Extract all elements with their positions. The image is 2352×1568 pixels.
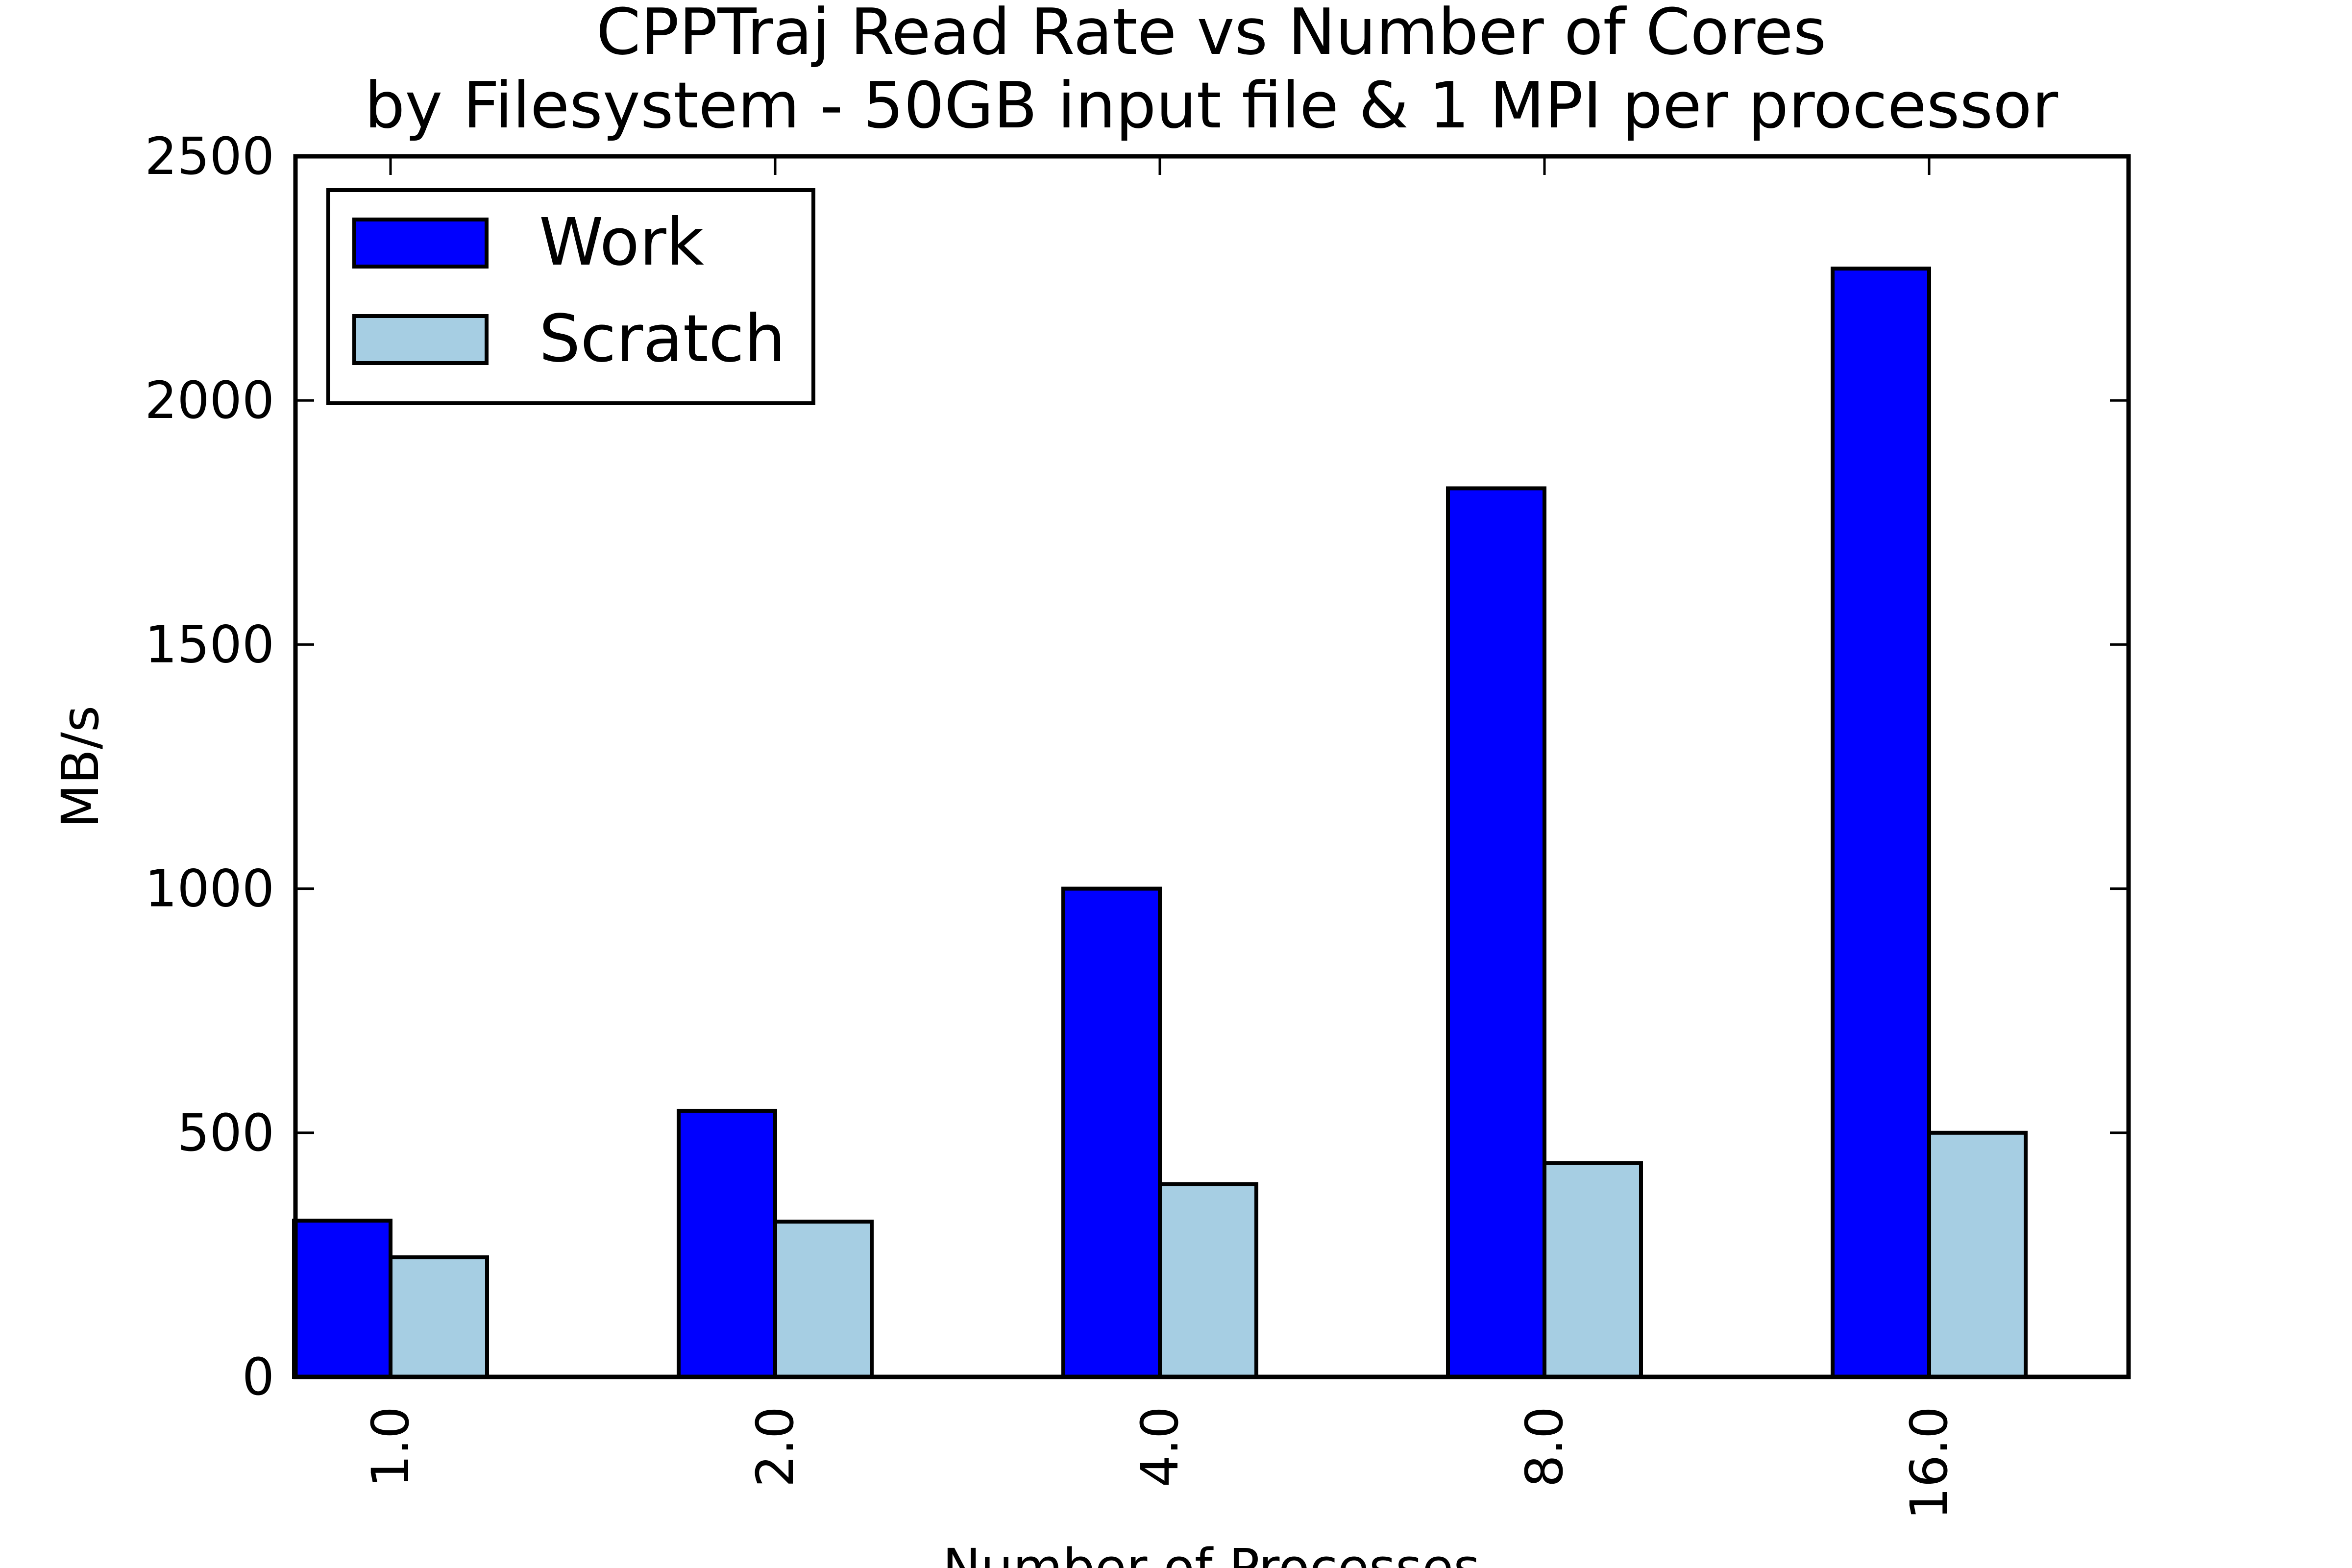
x-tick-label: 1.0 [361,1406,420,1487]
bar-scratch-4.0 [1158,1182,1258,1379]
bar-work-1.0 [292,1219,392,1379]
chart-subtitle: by Filesystem - 50GB input file & 1 MPI … [365,68,2058,143]
bar-work-4.0 [1061,886,1162,1379]
y-tick-label: 500 [177,1103,274,1163]
x-tick-label: 8.0 [1515,1406,1574,1487]
legend-swatch-work [352,218,489,269]
bar-work-2.0 [677,1108,777,1379]
y-tick-label: 2000 [145,370,274,430]
chart-title: CPPTraj Read Rate vs Number of Cores [596,0,1827,69]
bar-scratch-1.0 [389,1255,489,1379]
ticks-layer: 1.0 2.0 4.0 8.0 16.0 0 500 1000 1500 2000 2500 [145,126,2129,1520]
bar-scratch-16.0 [1927,1130,2028,1379]
bar-scratch-8.0 [1543,1161,1643,1379]
bars-layer [292,267,2028,1379]
x-tick-label: 16.0 [1899,1406,1959,1520]
y-tick-label: 1500 [145,614,274,674]
plot-frame [293,154,2131,1379]
bar-work-16.0 [1831,267,1931,1379]
legend-label-scratch: Scratch [539,301,785,377]
y-axis-label: MB/s [50,706,110,828]
x-tick-label: 2.0 [745,1406,805,1487]
bar-work-8.0 [1446,486,1546,1379]
legend-label-work: Work [539,205,704,280]
legend-swatch-scratch [352,314,489,365]
y-tick-label: 1000 [145,859,274,919]
x-tick-label: 4.0 [1130,1406,1190,1487]
legend: Work Scratch [326,188,815,405]
y-tick-label: 2500 [145,126,274,186]
x-axis-label: Number of Processes [943,1538,1480,1568]
bar-scratch-2.0 [773,1220,874,1379]
y-tick-label: 0 [242,1347,274,1407]
